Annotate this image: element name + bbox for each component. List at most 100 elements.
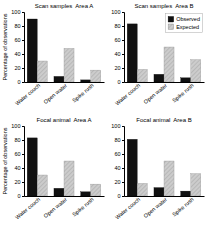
bars <box>27 138 101 196</box>
x-tick-label: Water couch <box>114 196 141 220</box>
y-tick-label: 100 <box>11 123 20 129</box>
bar <box>81 192 91 196</box>
y-axis-title: Percentage of observations <box>2 13 8 80</box>
panel: 020406080100Water couchOpen waterSpike r… <box>111 117 204 221</box>
y-tick: 0 <box>17 193 24 199</box>
y-tick-mark <box>22 168 24 169</box>
legend-frame <box>166 14 203 33</box>
bar <box>127 139 137 196</box>
bar <box>37 61 47 82</box>
y-tick-label: 60 <box>114 37 120 43</box>
y-tick-mark <box>22 54 24 55</box>
x-tick: Open water <box>42 82 68 105</box>
y-tick-mark <box>122 182 124 183</box>
y-tick-mark <box>122 82 124 83</box>
panel: 020406080100Water couchOpen waterSpike r… <box>2 3 105 107</box>
title: Scan samples Area A <box>35 3 94 9</box>
y-tick-mark <box>122 40 124 41</box>
bar <box>91 184 101 196</box>
y-tick: 60 <box>14 37 24 43</box>
bar <box>91 70 101 82</box>
legend-entry: Observed <box>168 16 200 22</box>
y-tick-mark <box>22 12 24 13</box>
y-tick-mark <box>122 168 124 169</box>
title: Scan samples Area B <box>134 3 193 9</box>
x-tick-label: Open water <box>142 196 168 219</box>
y-tick-label: 20 <box>114 65 120 71</box>
legend-entry: Expected <box>168 24 199 30</box>
bar <box>64 48 74 82</box>
bars <box>127 139 201 196</box>
y-tick: 20 <box>14 179 24 185</box>
bar <box>54 76 64 82</box>
y-tick-mark <box>22 82 24 83</box>
y-tick-mark <box>122 154 124 155</box>
legend-label: Expected <box>176 24 199 30</box>
x-tick: Water couch <box>114 82 141 107</box>
x-tick: Spike rush <box>71 82 95 104</box>
y-tick-label: 40 <box>114 51 120 57</box>
y-axis: 020406080100 <box>11 9 24 85</box>
y-tick-label: 100 <box>11 9 20 15</box>
x-tick-label: Water couch <box>14 82 41 106</box>
y-tick-label: 20 <box>114 179 120 185</box>
x-tick: Spike rush <box>71 196 95 218</box>
bar <box>27 19 37 82</box>
y-tick-mark <box>22 196 24 197</box>
title: Focal animal Area B <box>136 117 191 123</box>
bar <box>191 60 201 82</box>
bar <box>191 174 201 196</box>
y-tick-label: 0 <box>117 79 120 85</box>
y-tick: 100 <box>111 9 124 15</box>
x-tick: Water couch <box>14 196 41 221</box>
bar <box>164 161 174 196</box>
x-tick-label: Water couch <box>14 196 41 220</box>
y-tick: 20 <box>14 65 24 71</box>
y-tick-label: 60 <box>14 37 20 43</box>
bar <box>127 24 137 82</box>
y-tick-label: 60 <box>14 151 20 157</box>
y-tick-label: 40 <box>114 165 120 171</box>
bar <box>64 161 74 196</box>
x-tick-label: Spike rush <box>71 82 95 103</box>
legend: Observed Expected <box>166 14 203 33</box>
y-tick: 80 <box>114 23 124 29</box>
legend-label: Observed <box>176 16 200 22</box>
x-tick: Open water <box>142 82 168 105</box>
y-tick-label: 80 <box>114 137 120 143</box>
bar <box>27 138 37 196</box>
y-axis: 020406080100 <box>111 123 124 199</box>
chart: 020406080100Water couchOpen waterSpike r… <box>0 0 212 238</box>
bar <box>81 80 91 82</box>
x-axis: Water couchOpen waterSpike rush <box>14 82 105 107</box>
bar <box>137 69 147 82</box>
y-tick-label: 0 <box>17 79 20 85</box>
y-tick-label: 40 <box>14 165 20 171</box>
legend-swatch <box>168 24 174 30</box>
y-tick: 40 <box>114 51 124 57</box>
y-axis-line <box>122 13 125 83</box>
y-tick-mark <box>122 68 124 69</box>
y-tick-mark <box>122 196 124 197</box>
y-tick-mark <box>22 40 24 41</box>
y-tick-mark <box>22 154 24 155</box>
x-tick-label: Open water <box>42 82 68 105</box>
y-axis: 020406080100 <box>11 123 24 199</box>
bar <box>164 47 174 82</box>
y-tick-label: 80 <box>114 23 120 29</box>
y-tick-mark <box>22 140 24 141</box>
y-tick-label: 80 <box>14 23 20 29</box>
y-tick: 60 <box>114 37 124 43</box>
bar <box>154 188 164 196</box>
y-tick-mark <box>122 140 124 141</box>
y-tick-label: 100 <box>111 9 120 15</box>
bars <box>27 19 101 82</box>
x-tick: Spike rush <box>171 82 195 104</box>
y-tick: 100 <box>11 123 24 129</box>
x-axis: Water couchOpen waterSpike rush <box>114 196 205 221</box>
y-tick: 40 <box>14 165 24 171</box>
x-tick: Open water <box>42 196 68 219</box>
bar <box>37 175 47 196</box>
y-tick: 0 <box>117 193 124 199</box>
x-tick-label: Open water <box>42 196 68 219</box>
